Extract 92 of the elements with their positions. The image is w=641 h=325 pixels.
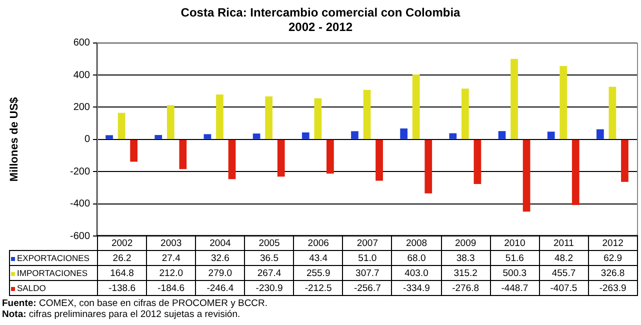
bar bbox=[265, 96, 272, 139]
bar bbox=[351, 131, 358, 139]
bar bbox=[522, 140, 530, 212]
y-tick-label: 200 bbox=[73, 102, 90, 113]
y-tick-label: 400 bbox=[73, 70, 90, 81]
data-label: 51.0 bbox=[342, 250, 392, 266]
bar bbox=[106, 135, 113, 139]
text: Nota: cifras preliminares para el 2012 sujetas a revisión. bbox=[2, 309, 242, 320]
y-tick-label: -200 bbox=[70, 166, 90, 178]
data-label: -230.9 bbox=[244, 280, 294, 296]
data-label: -407.5 bbox=[539, 280, 588, 296]
bar bbox=[560, 66, 568, 139]
data-label: -263.9 bbox=[588, 280, 638, 296]
bar bbox=[179, 140, 187, 170]
data-label: -256.7 bbox=[342, 280, 392, 296]
bar bbox=[326, 140, 334, 174]
x-tick-label: 2008 bbox=[392, 236, 442, 250]
data-label: 212.0 bbox=[146, 266, 196, 280]
x-tick-label: 2005 bbox=[244, 236, 294, 250]
data-label: 500.3 bbox=[490, 266, 540, 280]
bar bbox=[118, 112, 126, 139]
bar bbox=[314, 98, 322, 139]
data-label: -184.6 bbox=[146, 280, 196, 296]
bar bbox=[302, 132, 310, 139]
chart-title: Costa Rica: Intercambio comercial con Colombia bbox=[180, 6, 461, 20]
data-label: 315.2 bbox=[441, 266, 490, 280]
y-axis-title: Millones de US$ bbox=[8, 97, 21, 182]
legend-label: EXPORTACIONES bbox=[10, 250, 98, 266]
bar bbox=[596, 129, 604, 139]
chart-subtitle: 2002 - 2012 bbox=[288, 20, 353, 34]
data-label: -276.8 bbox=[441, 280, 490, 296]
data-label: 51.6 bbox=[490, 250, 540, 266]
y-tick-label: 600 bbox=[73, 38, 90, 49]
bar bbox=[216, 94, 224, 139]
legend-label: IMPORTACIONES bbox=[10, 266, 98, 280]
x-tick-label: 2012 bbox=[588, 236, 638, 250]
source-note: Fuente: COMEX, con base en cifras de PROCOMER y BCCR. bbox=[2, 298, 268, 309]
data-label: 43.4 bbox=[294, 250, 343, 266]
data-label: 48.2 bbox=[539, 250, 588, 266]
bar bbox=[252, 134, 260, 139]
data-label: 27.4 bbox=[146, 250, 196, 266]
data-label: 62.9 bbox=[588, 250, 638, 266]
data-label: -448.7 bbox=[490, 280, 540, 296]
bar bbox=[412, 74, 420, 139]
data-label: -246.4 bbox=[196, 280, 245, 296]
x-tick-label: 2007 bbox=[342, 236, 392, 250]
y-tick-label: -400 bbox=[70, 198, 90, 210]
data-label: 326.8 bbox=[588, 266, 638, 280]
bar bbox=[449, 133, 457, 139]
data-label: 455.7 bbox=[539, 266, 588, 280]
x-tick-label: 2004 bbox=[196, 236, 245, 250]
y-tick-label: 0 bbox=[84, 134, 90, 146]
bar bbox=[510, 58, 518, 139]
data-label: 38.3 bbox=[441, 250, 490, 266]
data-label: 32.6 bbox=[196, 250, 245, 266]
bar bbox=[608, 86, 616, 139]
bar bbox=[130, 140, 138, 162]
bar bbox=[277, 140, 285, 177]
x-tick-label: 2003 bbox=[146, 236, 196, 250]
bar bbox=[400, 128, 408, 139]
bar bbox=[376, 140, 383, 181]
data-label: 164.8 bbox=[98, 266, 147, 280]
data-label: 255.9 bbox=[294, 266, 343, 280]
data-label: 68.0 bbox=[392, 250, 442, 266]
bar bbox=[474, 140, 482, 184]
legend-label: SALDO bbox=[10, 280, 98, 296]
x-tick-label: 2002 bbox=[98, 236, 147, 250]
y-tick-label: -600 bbox=[70, 230, 90, 242]
x-tick-label: 2010 bbox=[490, 236, 540, 250]
bar bbox=[498, 131, 506, 139]
data-label: -334.9 bbox=[392, 280, 442, 296]
bar bbox=[424, 140, 432, 194]
bar bbox=[204, 134, 212, 139]
bar bbox=[621, 140, 628, 182]
x-tick-label: 2006 bbox=[294, 236, 343, 250]
data-label: -138.6 bbox=[98, 280, 147, 296]
data-label: 307.7 bbox=[342, 266, 392, 280]
bar bbox=[166, 105, 174, 139]
x-tick-label: 2009 bbox=[441, 236, 490, 250]
bar bbox=[547, 132, 555, 139]
data-label: 26.2 bbox=[98, 250, 147, 266]
data-label: 36.5 bbox=[244, 250, 294, 266]
data-label: 267.4 bbox=[244, 266, 294, 280]
data-label: -212.5 bbox=[294, 280, 343, 296]
data-label: 403.0 bbox=[392, 266, 442, 280]
bar bbox=[363, 90, 371, 139]
data-label: 279.0 bbox=[196, 266, 245, 280]
bar bbox=[228, 140, 236, 180]
bar bbox=[572, 140, 580, 206]
bar bbox=[154, 134, 162, 139]
x-tick-label: 2011 bbox=[539, 236, 588, 250]
bar bbox=[462, 88, 469, 139]
